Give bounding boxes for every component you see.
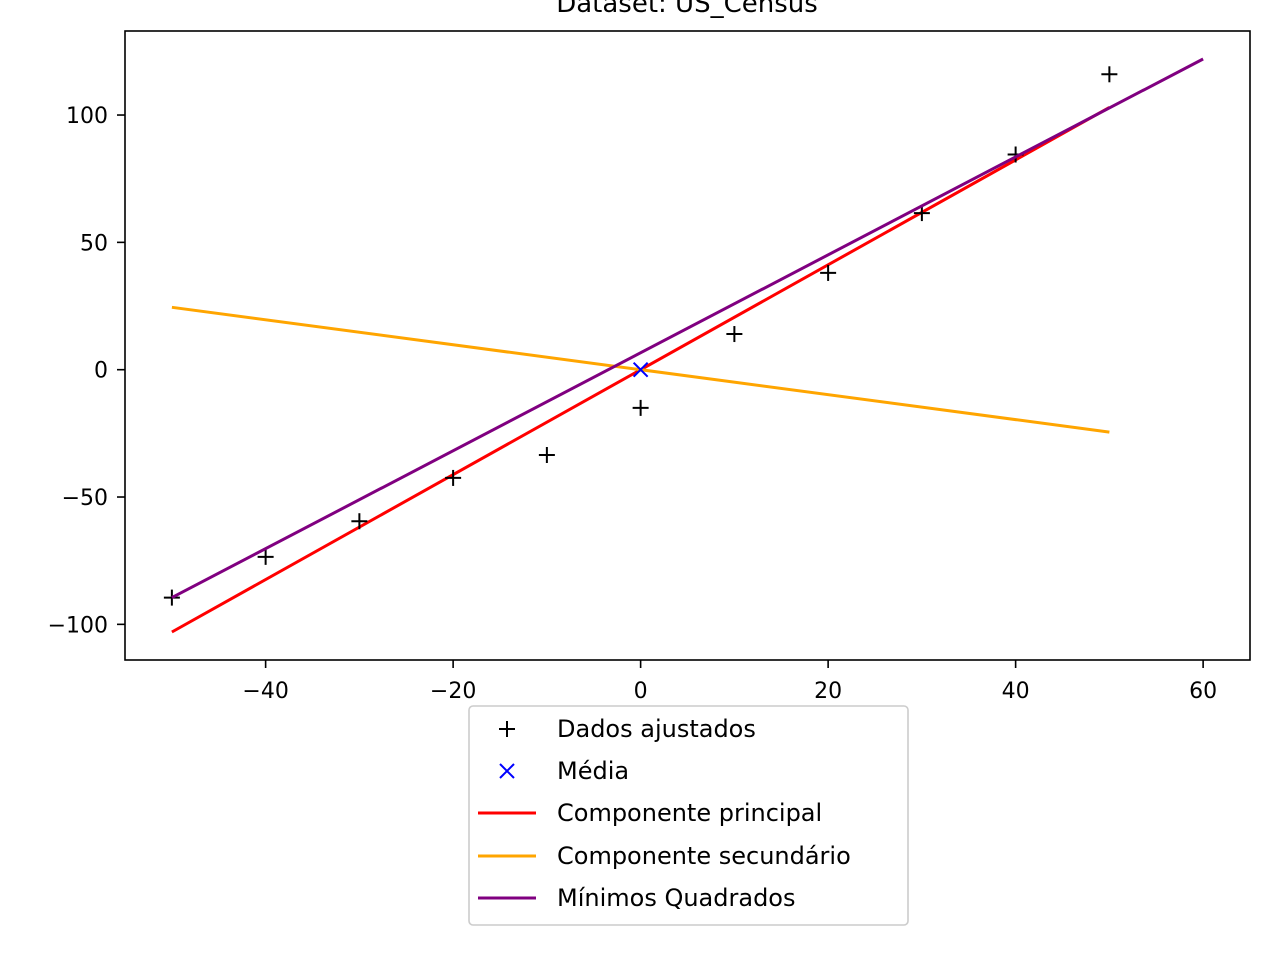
data-point-0-10 xyxy=(1101,66,1118,83)
legend-label-1: Média xyxy=(557,757,629,785)
y-tick-label-2: 0 xyxy=(94,359,108,384)
legend-entry-0: Dados ajustados xyxy=(499,715,756,743)
chart-title: Dataset: US_Census xyxy=(556,0,818,19)
legend-label-3: Componente secundário xyxy=(557,842,851,870)
data-point-0-0 xyxy=(163,589,180,606)
legend-swatch-0 xyxy=(499,721,515,737)
legend-label-4: Mínimos Quadrados xyxy=(557,884,796,912)
x-tick-label-2: 0 xyxy=(634,679,648,704)
data-point-0-3 xyxy=(445,469,462,486)
x-tick-label-4: 40 xyxy=(1002,679,1030,704)
data-point-0-8 xyxy=(913,205,930,222)
legend: Dados ajustados Média Componente principal… xyxy=(468,705,909,926)
y-tick-label-3: 50 xyxy=(80,231,108,256)
legend-entry-1: Média xyxy=(499,757,629,785)
x-axis: −40 −20 0 20 40 60 xyxy=(242,660,1217,704)
y-tick-label-4: 100 xyxy=(66,104,108,129)
legend-entry-4: Mínimos Quadrados xyxy=(478,884,796,912)
legend-frame xyxy=(468,705,909,926)
legend-label-2: Componente principal xyxy=(557,799,822,827)
legend-label-0: Dados ajustados xyxy=(557,715,756,743)
data-point-0-7 xyxy=(820,264,837,281)
data-point-1-0-b xyxy=(632,361,649,378)
plot-background xyxy=(125,31,1250,660)
data-point-0-2 xyxy=(351,513,368,530)
series-line-4 xyxy=(171,57,1204,599)
legend-swatch-1 xyxy=(499,763,515,779)
y-tick-label-0: −100 xyxy=(48,613,108,638)
legend-entry-3: Componente secundário xyxy=(478,842,851,870)
y-tick-label-1: −50 xyxy=(62,486,108,511)
x-tick-label-0: −40 xyxy=(242,679,288,704)
data-point-0-4 xyxy=(538,447,555,464)
data-point-0-1 xyxy=(257,548,274,565)
x-tick-label-1: −20 xyxy=(430,679,476,704)
y-axis: −100 −50 0 50 100 xyxy=(48,104,125,638)
data-point-0-6 xyxy=(726,326,743,343)
data-layer xyxy=(163,57,1204,634)
legend-entry-2: Componente principal xyxy=(478,799,822,827)
legend-swatch-1-b xyxy=(499,763,515,779)
x-tick-label-3: 20 xyxy=(814,679,842,704)
x-tick-label-5: 60 xyxy=(1189,679,1217,704)
data-point-1-0 xyxy=(632,361,649,378)
plot-frame xyxy=(124,30,1251,661)
data-point-0-5 xyxy=(632,399,649,416)
